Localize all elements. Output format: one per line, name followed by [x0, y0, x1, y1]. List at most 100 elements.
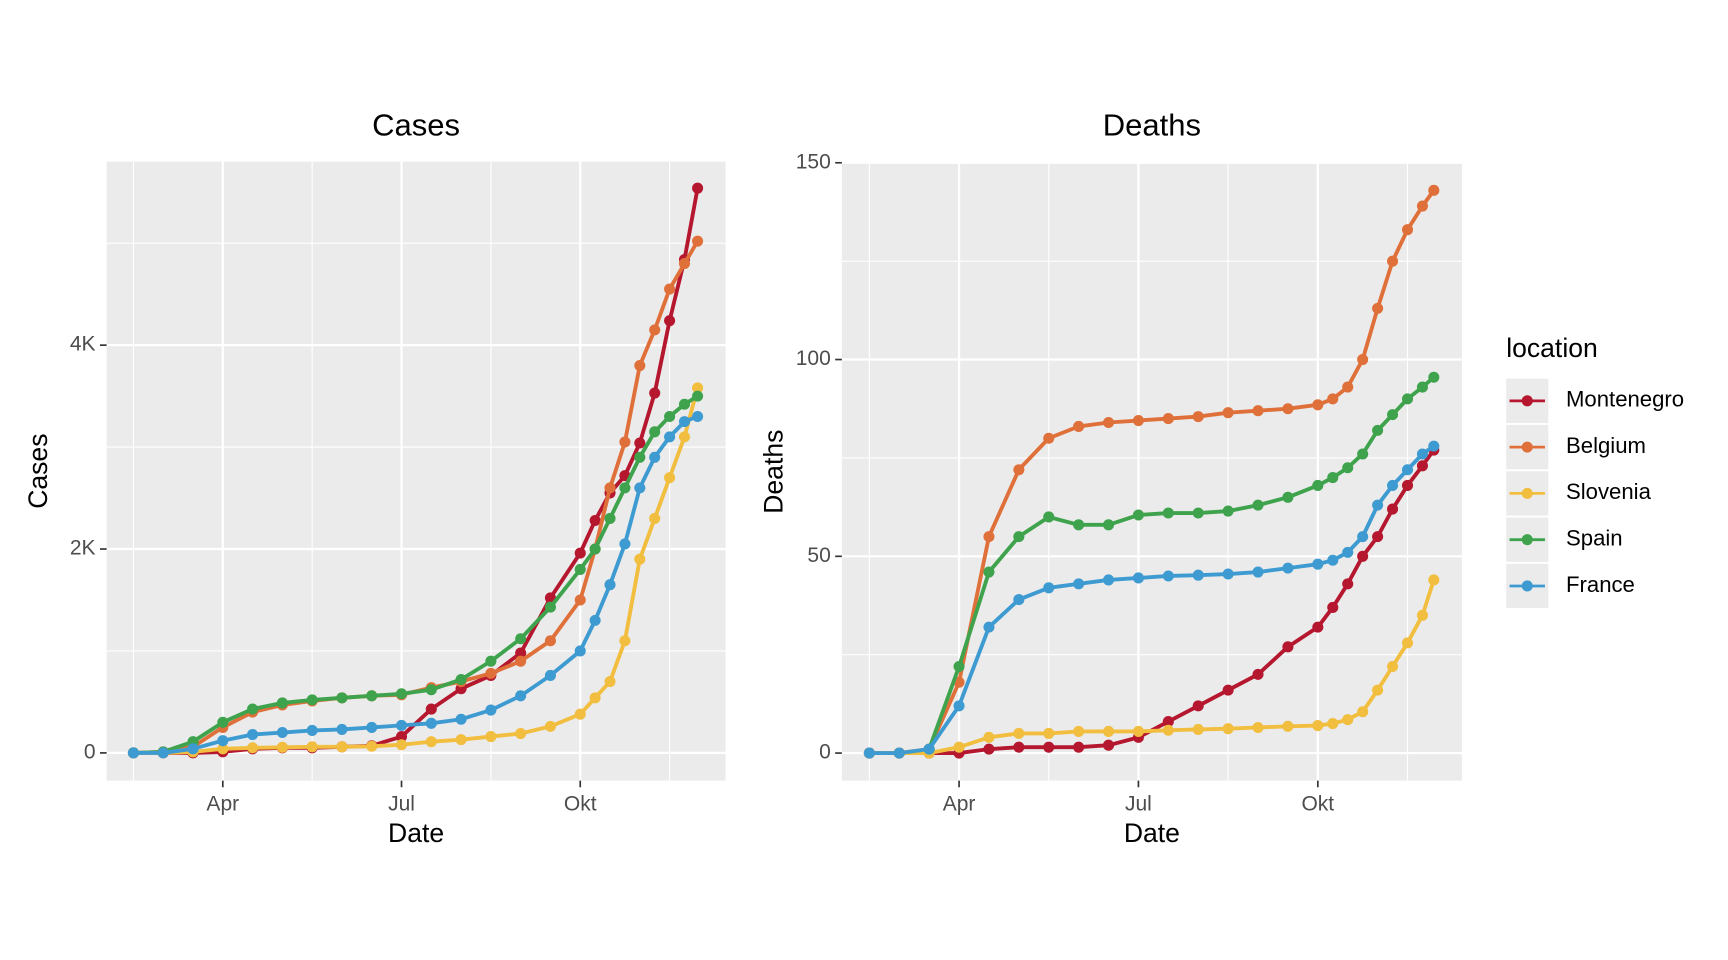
data-point — [1387, 409, 1399, 421]
data-point — [1132, 725, 1144, 737]
data-point — [425, 684, 437, 696]
data-point — [336, 692, 348, 704]
data-point — [1312, 479, 1324, 492]
data-point — [515, 690, 527, 702]
data-point — [1327, 718, 1339, 730]
data-point — [1372, 424, 1384, 436]
data-point — [336, 723, 348, 735]
data-point — [1132, 509, 1144, 521]
data-point — [649, 324, 661, 336]
data-point — [1222, 723, 1234, 735]
data-point — [1401, 637, 1414, 649]
data-point — [1192, 723, 1204, 735]
data-point — [678, 398, 691, 410]
data-point — [1252, 566, 1264, 578]
data-point — [619, 635, 631, 647]
data-point — [619, 436, 631, 448]
data-point — [1372, 531, 1384, 543]
data-point — [1282, 562, 1294, 574]
y-axis-label: Cases — [23, 433, 53, 508]
y-tick-label: 0 — [84, 740, 96, 763]
data-point — [1073, 725, 1085, 737]
legend-key-point — [1521, 395, 1533, 407]
data-point — [649, 451, 661, 463]
data-point — [485, 667, 497, 679]
data-point — [1013, 727, 1025, 739]
data-point — [664, 315, 676, 327]
data-point — [1282, 641, 1294, 653]
data-point — [395, 688, 408, 700]
data-point — [1357, 531, 1369, 543]
data-point — [425, 717, 437, 729]
legend-label: Belgium — [1566, 433, 1646, 458]
data-point — [604, 579, 616, 591]
data-point — [649, 426, 661, 438]
data-point — [515, 655, 527, 667]
data-point — [1416, 200, 1428, 212]
data-point — [1103, 416, 1115, 429]
y-tick-label: 0 — [819, 741, 831, 764]
data-point — [589, 614, 601, 626]
data-point — [1073, 578, 1085, 590]
data-point — [1192, 569, 1204, 581]
legend-key-point — [1521, 534, 1533, 546]
legend-key-point — [1521, 580, 1533, 592]
data-point — [574, 645, 586, 657]
data-point — [395, 719, 408, 731]
data-point — [1416, 609, 1428, 621]
data-point — [276, 741, 288, 753]
data-point — [1252, 405, 1264, 417]
data-point — [983, 566, 995, 578]
data-point — [1357, 706, 1369, 718]
x-axis-label: Date — [388, 818, 444, 848]
data-point — [649, 387, 661, 399]
data-point — [1043, 582, 1055, 594]
data-point — [923, 743, 935, 755]
data-point — [1162, 413, 1174, 425]
data-point — [1192, 411, 1204, 423]
data-point — [1013, 464, 1025, 476]
data-point — [1387, 255, 1399, 267]
data-point — [664, 410, 676, 423]
data-point — [1428, 574, 1440, 586]
data-point — [1312, 719, 1324, 732]
data-point — [247, 742, 259, 754]
data-point — [187, 743, 199, 755]
data-point — [1073, 420, 1085, 432]
data-point — [127, 747, 139, 759]
data-point — [634, 553, 646, 565]
data-point — [276, 726, 288, 739]
data-point — [574, 594, 586, 606]
data-point — [1327, 472, 1339, 484]
data-point — [1416, 381, 1428, 393]
data-point — [634, 451, 646, 463]
data-point — [336, 741, 348, 753]
data-point — [1162, 570, 1174, 582]
data-point — [217, 735, 229, 747]
data-point — [306, 741, 318, 753]
data-point — [1222, 568, 1234, 580]
data-point — [604, 676, 616, 688]
data-point — [544, 601, 556, 613]
data-point — [983, 531, 995, 543]
data-point — [664, 431, 676, 443]
data-point — [1103, 519, 1115, 531]
data-point — [634, 359, 646, 372]
data-point — [217, 743, 229, 755]
data-point — [634, 482, 646, 494]
data-point — [1162, 724, 1174, 736]
data-point — [1043, 511, 1055, 523]
data-point — [1401, 224, 1414, 236]
series-line — [927, 375, 1436, 750]
data-point — [1401, 393, 1414, 405]
data-point — [1357, 354, 1369, 366]
x-tick-label: Okt — [564, 793, 597, 816]
data-point — [425, 736, 437, 748]
series-line — [869, 189, 1436, 756]
legend-label: France — [1566, 572, 1635, 597]
data-point — [863, 747, 875, 759]
data-point — [953, 660, 965, 673]
data-point — [455, 734, 467, 746]
data-point — [953, 741, 965, 753]
data-point — [1312, 558, 1324, 570]
